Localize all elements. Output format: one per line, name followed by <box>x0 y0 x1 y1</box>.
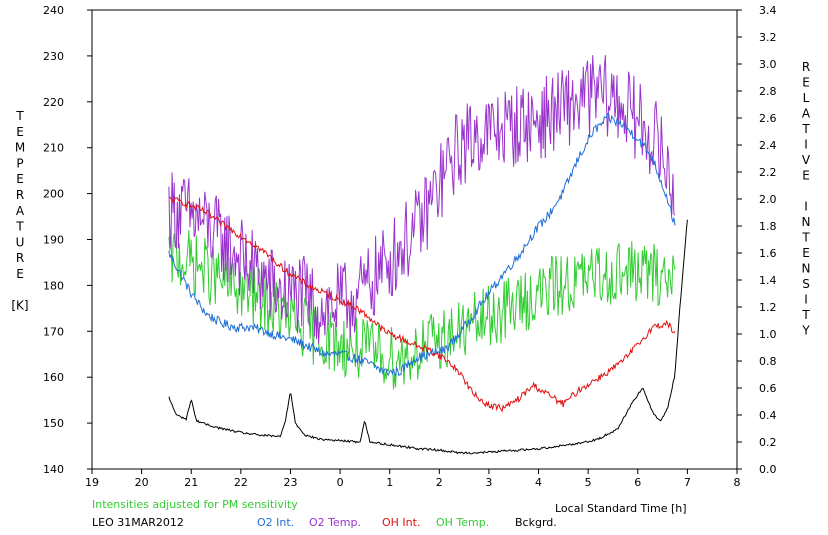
y-right-tick-label: 1.4 <box>759 274 777 287</box>
pm-sensitivity-note: Intensities adjusted for PM sensitivity <box>92 498 298 511</box>
y-right-label-letter: S <box>802 277 810 291</box>
y-right-tick-label: 0.4 <box>759 409 777 422</box>
y-left-tick-label: 180 <box>43 279 64 292</box>
x-tick-label: 21 <box>184 476 198 489</box>
y-right-tick-label: 1.2 <box>759 301 777 314</box>
y-left-tick-label: 140 <box>43 463 64 476</box>
y-right-label-letter: I <box>804 200 808 214</box>
y-right-tick-label: 3.2 <box>759 31 777 44</box>
y-right-label-letter: V <box>802 153 811 167</box>
y-left-label-letter: A <box>16 204 25 218</box>
y-left-label-letter: E <box>16 267 24 281</box>
legend-oh-temp: OH Temp. <box>436 516 489 529</box>
x-tick-label: 5 <box>585 476 592 489</box>
station-date-label: LEO 31MAR2012 <box>92 516 184 529</box>
y-right-label-letter: N <box>802 215 811 229</box>
x-tick-label: 6 <box>634 476 641 489</box>
y-right-label-letter: E <box>802 169 810 183</box>
y-right-tick-label: 2.8 <box>759 85 777 98</box>
y-left-label-letter: P <box>16 156 23 170</box>
y-left-tick-label: 220 <box>43 96 64 109</box>
y-left-tick-label: 210 <box>43 142 64 155</box>
y-right-tick-label: 1.0 <box>759 328 777 341</box>
series-bckgrd <box>168 219 688 455</box>
series-layer <box>168 55 688 455</box>
series-oh-temp <box>168 225 676 390</box>
y-right-label-letter: R <box>802 60 810 74</box>
y-left-label-letter: E <box>16 172 24 186</box>
y-right-label-letter: E <box>802 76 810 90</box>
y-left-label-letter: T <box>15 220 24 234</box>
x-tick-label: 1 <box>386 476 393 489</box>
y-left-label-letter: U <box>16 235 25 249</box>
y-left-label-letter: E <box>16 125 24 139</box>
y-right-label-letter: T <box>801 122 810 136</box>
series-o2-temp <box>168 55 676 344</box>
y-right-tick-label: 1.8 <box>759 220 777 233</box>
x-tick-label: 4 <box>535 476 542 489</box>
legend-o2-temp: O2 Temp. <box>309 516 361 529</box>
legend-oh-int: OH Int. <box>382 516 420 529</box>
y-right-tick-label: 2.4 <box>759 139 777 152</box>
y-left-tick-label: 190 <box>43 234 64 247</box>
y-left-tick-label: 160 <box>43 371 64 384</box>
y-left-tick-label: 170 <box>43 325 64 338</box>
axes-layer: 19 20 21 22 23 0 1 2 3 4 5 6 7 8140150160170180190200… <box>43 4 777 489</box>
x-tick-label: 23 <box>283 476 297 489</box>
y-right-tick-label: 2.6 <box>759 112 777 125</box>
x-tick-label: 19 <box>85 476 99 489</box>
y-right-tick-label: 1.6 <box>759 247 777 260</box>
y-left-tick-label: 200 <box>43 188 64 201</box>
y-right-label-letter: T <box>801 308 810 322</box>
y-right-label-letter: I <box>804 138 808 152</box>
x-tick-label: 2 <box>436 476 443 489</box>
y-left-tick-label: 150 <box>43 417 64 430</box>
x-tick-label: 8 <box>734 476 741 489</box>
y-right-tick-label: 0.2 <box>759 436 777 449</box>
x-tick-label: 0 <box>337 476 344 489</box>
y-right-tick-label: 2.2 <box>759 166 777 179</box>
x-tick-label: 3 <box>485 476 492 489</box>
y-left-label-letter: R <box>16 251 24 265</box>
y-left-label-letter: [K] <box>11 299 28 313</box>
x-tick-label: 7 <box>684 476 691 489</box>
y-left-label-letter: T <box>15 109 24 123</box>
y-right-tick-label: 3.0 <box>759 58 777 71</box>
series-o2-int <box>168 112 676 378</box>
y-right-tick-label: 0.8 <box>759 355 777 368</box>
y-right-label-letter: T <box>801 231 810 245</box>
y-left-tick-label: 230 <box>43 50 64 63</box>
y-left-label-letter: R <box>16 188 24 202</box>
y-right-label-letter: N <box>802 262 811 276</box>
y-left-label-letter: M <box>15 141 25 155</box>
y-right-tick-label: 0.0 <box>759 463 777 476</box>
y-right-label-letter: L <box>803 91 810 105</box>
y-right-label-letter: E <box>802 246 810 260</box>
y-right-label-letter: I <box>804 293 808 307</box>
y-right-label-letter: Y <box>801 324 810 338</box>
x-tick-label: 22 <box>234 476 248 489</box>
legend-bckgrd: Bckgrd. <box>515 516 557 529</box>
legend-o2-int: O2 Int. <box>257 516 294 529</box>
x-axis-label: Local Standard Time [h] <box>555 502 687 515</box>
x-tick-label: 20 <box>135 476 149 489</box>
y-right-label-letter: A <box>802 107 811 121</box>
y-right-tick-label: 3.4 <box>759 4 777 17</box>
y-right-tick-label: 0.6 <box>759 382 777 395</box>
y-left-tick-label: 240 <box>43 4 64 17</box>
y-right-tick-label: 2.0 <box>759 193 777 206</box>
series-oh-int <box>168 196 676 413</box>
